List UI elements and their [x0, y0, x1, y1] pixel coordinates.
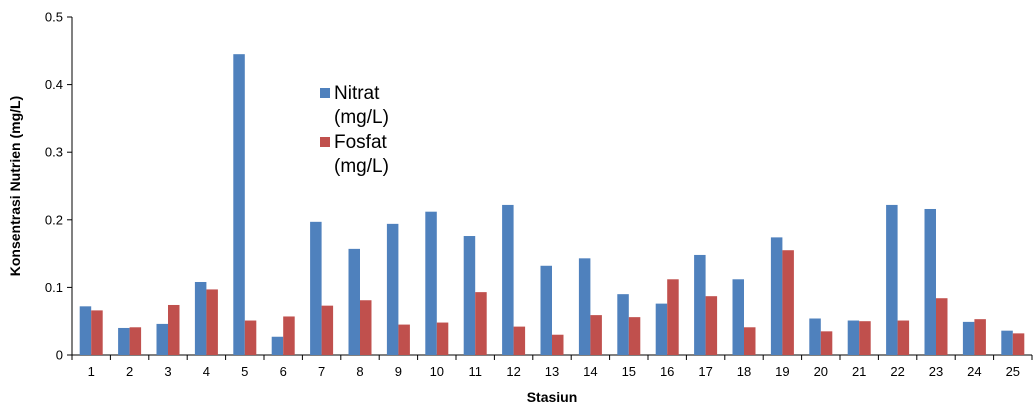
y-tick-label: 0.4 — [45, 77, 63, 92]
x-tick-label: 20 — [814, 364, 828, 379]
bar — [271, 336, 284, 355]
bar — [962, 321, 975, 355]
bar — [283, 316, 295, 355]
legend-label-line: Nitrat — [334, 83, 380, 104]
y-axis-ticks: 0 0.1 0.2 0.3 0.4 0.5 — [45, 10, 72, 363]
bar — [425, 211, 437, 355]
bar — [617, 294, 629, 355]
bar — [206, 289, 218, 355]
x-tick-label: 8 — [356, 364, 363, 379]
bar — [655, 303, 668, 355]
bar — [540, 265, 552, 355]
bar — [360, 300, 372, 355]
x-tick-label: 3 — [164, 364, 171, 379]
bar — [732, 279, 744, 355]
bar — [886, 204, 898, 355]
x-tick-label: 24 — [967, 364, 981, 379]
legend-label: Fosfat (mg/L) — [334, 132, 389, 177]
x-axis-title: Stasiun — [527, 389, 578, 405]
bar — [744, 327, 756, 355]
bar — [667, 279, 679, 355]
bar — [552, 334, 564, 355]
x-tick-label: 7 — [318, 364, 325, 379]
x-tick-label: 4 — [203, 364, 210, 379]
bar — [244, 320, 257, 355]
x-tick-label: 25 — [1006, 364, 1020, 379]
x-tick-label: 18 — [737, 364, 751, 379]
x-tick-label: 21 — [852, 364, 866, 379]
bar — [782, 250, 794, 355]
bar — [475, 292, 487, 355]
x-tick-label: 11 — [468, 364, 482, 379]
legend-label: Nitrat (mg/L) — [334, 83, 389, 128]
legend-swatch — [320, 88, 330, 98]
bar — [705, 296, 718, 355]
y-tick-label: 0.2 — [45, 212, 63, 227]
x-tick-label: 14 — [583, 364, 597, 379]
legend: Nitrat (mg/L) Fosfat (mg/L) — [320, 83, 389, 177]
x-tick-label: 9 — [395, 364, 402, 379]
legend-label-line: Fosfat — [334, 132, 388, 153]
x-tick-label: 19 — [775, 364, 789, 379]
bar — [1012, 333, 1025, 355]
legend-label-line: (mg/L) — [334, 156, 389, 177]
bar — [809, 318, 821, 355]
x-tick-label: 1 — [88, 364, 95, 379]
x-tick-label: 6 — [280, 364, 287, 379]
bar — [1001, 330, 1013, 355]
y-tick-label: 0.3 — [45, 145, 63, 160]
bar — [233, 54, 245, 356]
bar-series — [79, 54, 1013, 356]
bar — [820, 331, 833, 355]
bar — [463, 236, 476, 355]
bar-series — [91, 250, 1025, 355]
legend-swatch — [320, 137, 330, 147]
bar — [79, 306, 92, 355]
bar — [859, 321, 871, 355]
y-tick-label: 0.5 — [45, 10, 63, 25]
bar — [936, 298, 948, 355]
bar-series-group — [79, 54, 1025, 356]
bar — [694, 254, 706, 355]
bar — [436, 322, 449, 355]
bar — [578, 258, 591, 355]
legend-label-line: (mg/L) — [334, 107, 389, 128]
bar — [847, 320, 860, 355]
x-tick-label: 10 — [430, 364, 444, 379]
bar — [348, 248, 360, 355]
bar — [513, 326, 526, 355]
x-tick-label: 22 — [890, 364, 904, 379]
x-tick-label: 16 — [660, 364, 674, 379]
bar — [91, 310, 103, 355]
bar — [770, 237, 783, 355]
y-tick-label: 0 — [56, 348, 63, 363]
x-tick-label: 2 — [126, 364, 133, 379]
bar — [590, 315, 602, 355]
bar — [628, 317, 641, 355]
bar — [168, 304, 180, 355]
bar — [974, 319, 986, 355]
bar — [194, 281, 207, 355]
x-tick-label: 12 — [506, 364, 520, 379]
bar — [924, 208, 936, 355]
x-tick-label: 5 — [241, 364, 248, 379]
bar — [502, 204, 514, 355]
x-axis-ticks: 1 2 3 4 5 6 7 8 9 10 11 12 13 14 15 16 17 18 19 20 21 22 23 24 2… — [71, 355, 1033, 379]
bar — [310, 221, 322, 355]
bar — [386, 223, 399, 355]
bar — [156, 323, 168, 355]
x-tick-label: 13 — [545, 364, 559, 379]
y-axis-title: Konsentrasi Nutrien (mg/L) — [7, 96, 23, 276]
bar — [398, 324, 410, 355]
x-tick-label: 17 — [698, 364, 712, 379]
x-tick-label: 15 — [622, 364, 636, 379]
bar — [897, 320, 910, 355]
y-tick-label: 0.1 — [45, 280, 63, 295]
bar — [129, 327, 142, 355]
bar — [321, 305, 334, 355]
bar — [118, 327, 130, 355]
x-tick-label: 23 — [929, 364, 943, 379]
